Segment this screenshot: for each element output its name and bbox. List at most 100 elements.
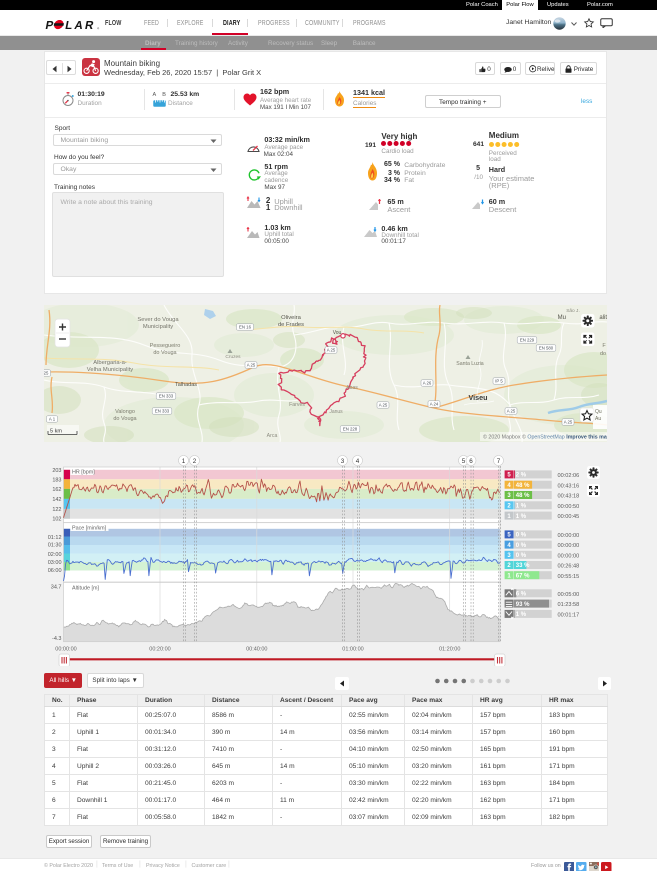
svg-text:01:12: 01:12 [48, 535, 62, 541]
svg-text:2: 2 [507, 504, 511, 510]
svg-text:33 %: 33 % [516, 563, 530, 569]
svg-text:01:23:58: 01:23:58 [558, 602, 580, 608]
svg-text:5: 5 [507, 473, 511, 479]
svg-text:Qu: Qu [595, 409, 602, 415]
svg-text:00:00:00: 00:00:00 [55, 647, 76, 653]
svg-text:06:00: 06:00 [48, 568, 62, 574]
svg-text:IP 5: IP 5 [495, 379, 503, 384]
svg-text:03:00: 03:00 [48, 560, 62, 566]
svg-text:São J.: São J. [566, 308, 580, 314]
svg-text:00:43:16: 00:43:16 [558, 483, 580, 489]
svg-text:EN 580: EN 580 [539, 346, 554, 351]
svg-text:do: do [600, 351, 606, 357]
svg-text:EN 228: EN 228 [343, 427, 358, 432]
svg-text:7: 7 [497, 458, 501, 465]
svg-text:A 26: A 26 [423, 381, 432, 386]
svg-text:142: 142 [52, 497, 61, 503]
svg-text:Municipality: Municipality [143, 324, 173, 330]
svg-text:0 %: 0 % [516, 543, 527, 549]
svg-text:6 %: 6 % [516, 592, 527, 598]
svg-text:00:00:00: 00:00:00 [558, 543, 580, 549]
svg-text:A 25: A 25 [379, 403, 388, 408]
svg-text:00:05:00: 00:05:00 [558, 592, 580, 598]
svg-text:01:30: 01:30 [48, 542, 62, 548]
svg-text:Velha Municipality: Velha Municipality [87, 367, 134, 373]
svg-text:00:01:17: 00:01:17 [558, 613, 580, 619]
svg-text:48 %: 48 % [516, 483, 530, 489]
svg-text:do Vouga: do Vouga [113, 416, 137, 422]
svg-text:EN 229: EN 229 [520, 338, 535, 343]
svg-text:5 km: 5 km [50, 429, 62, 435]
svg-text:4: 4 [507, 543, 511, 549]
svg-text:A 25: A 25 [564, 420, 573, 425]
svg-text:00:26:48: 00:26:48 [558, 564, 580, 570]
svg-text:Cruzes: Cruzes [225, 354, 241, 360]
svg-text:25: 25 [44, 371, 49, 376]
svg-text:Janus: Janus [329, 409, 343, 415]
svg-text:EN 333: EN 333 [159, 394, 174, 399]
svg-text:A 24: A 24 [430, 402, 439, 407]
svg-text:00:43:18: 00:43:18 [558, 494, 580, 500]
svg-text:de Frades: de Frades [278, 322, 304, 328]
svg-text:Abas: Abas [346, 385, 358, 391]
svg-text:Au: Au [595, 416, 601, 422]
svg-text:1: 1 [507, 514, 511, 520]
svg-text:00:00:50: 00:00:50 [558, 504, 580, 510]
svg-text:00:00:00: 00:00:00 [558, 533, 580, 539]
svg-text:Oliveira: Oliveira [281, 315, 301, 321]
svg-text:Arca: Arca [267, 433, 278, 439]
svg-text:alit: alit [599, 315, 607, 321]
svg-text:203: 203 [52, 468, 61, 474]
svg-text:EN 333: EN 333 [155, 409, 170, 414]
svg-text:183: 183 [52, 477, 61, 483]
svg-text:3: 3 [507, 553, 511, 559]
svg-text:Pessegueiro: Pessegueiro [150, 343, 181, 349]
svg-text:Pace [min/km]: Pace [min/km] [72, 525, 107, 531]
svg-text:1: 1 [507, 573, 511, 579]
svg-text:2: 2 [507, 563, 511, 569]
svg-text:34.7: 34.7 [51, 585, 62, 591]
svg-text:00:00:45: 00:00:45 [558, 514, 580, 520]
svg-text:00:55:15: 00:55:15 [558, 574, 580, 580]
svg-text:Vou: Vou [333, 330, 342, 336]
svg-text:EN 16: EN 16 [239, 325, 252, 330]
svg-text:02:00: 02:00 [48, 552, 62, 558]
svg-text:Mu: Mu [558, 315, 566, 321]
svg-text:5: 5 [462, 458, 466, 465]
svg-text:F: F [602, 343, 606, 349]
svg-text:Albergaria-a-: Albergaria-a- [93, 360, 127, 366]
svg-text:3: 3 [507, 493, 511, 499]
svg-text:Talhadas: Talhadas [175, 382, 197, 388]
svg-text:A 25: A 25 [327, 348, 336, 353]
svg-text:2 %: 2 % [516, 473, 527, 479]
svg-text:162: 162 [52, 487, 61, 493]
svg-text:Sever do Vouga: Sever do Vouga [137, 317, 179, 323]
svg-text:1 %: 1 % [516, 612, 527, 618]
svg-text:do Vouga: do Vouga [153, 350, 177, 356]
svg-text:A 25: A 25 [247, 363, 256, 368]
svg-text:Viseu: Viseu [468, 393, 487, 402]
svg-text:01:00:00: 01:00:00 [342, 647, 363, 653]
svg-text:2: 2 [193, 458, 197, 465]
svg-text:A 1: A 1 [49, 417, 56, 422]
svg-text:-4.3: -4.3 [52, 636, 61, 642]
svg-text:102: 102 [52, 517, 61, 523]
svg-text:A 25: A 25 [507, 409, 516, 414]
svg-text:3: 3 [341, 458, 345, 465]
svg-text:Farves: Farves [289, 402, 305, 408]
svg-text:01:20:00: 01:20:00 [439, 647, 460, 653]
svg-text:HR [bpm]: HR [bpm] [72, 469, 95, 475]
svg-text:0 %: 0 % [516, 533, 527, 539]
svg-text:00:00:00: 00:00:00 [558, 553, 580, 559]
svg-text:4: 4 [507, 483, 511, 489]
svg-text:1 %: 1 % [516, 504, 527, 510]
svg-text:LAR: LAR [64, 20, 97, 30]
svg-text:1: 1 [182, 458, 186, 465]
svg-text:6: 6 [469, 458, 473, 465]
svg-text:Valongo: Valongo [115, 409, 135, 415]
svg-text:00:40:00: 00:40:00 [246, 647, 267, 653]
svg-text:P: P [44, 20, 54, 30]
svg-text:48 %: 48 % [516, 493, 530, 499]
svg-text:Santa Luzia: Santa Luzia [456, 361, 484, 367]
svg-text:93 %: 93 % [516, 602, 530, 608]
